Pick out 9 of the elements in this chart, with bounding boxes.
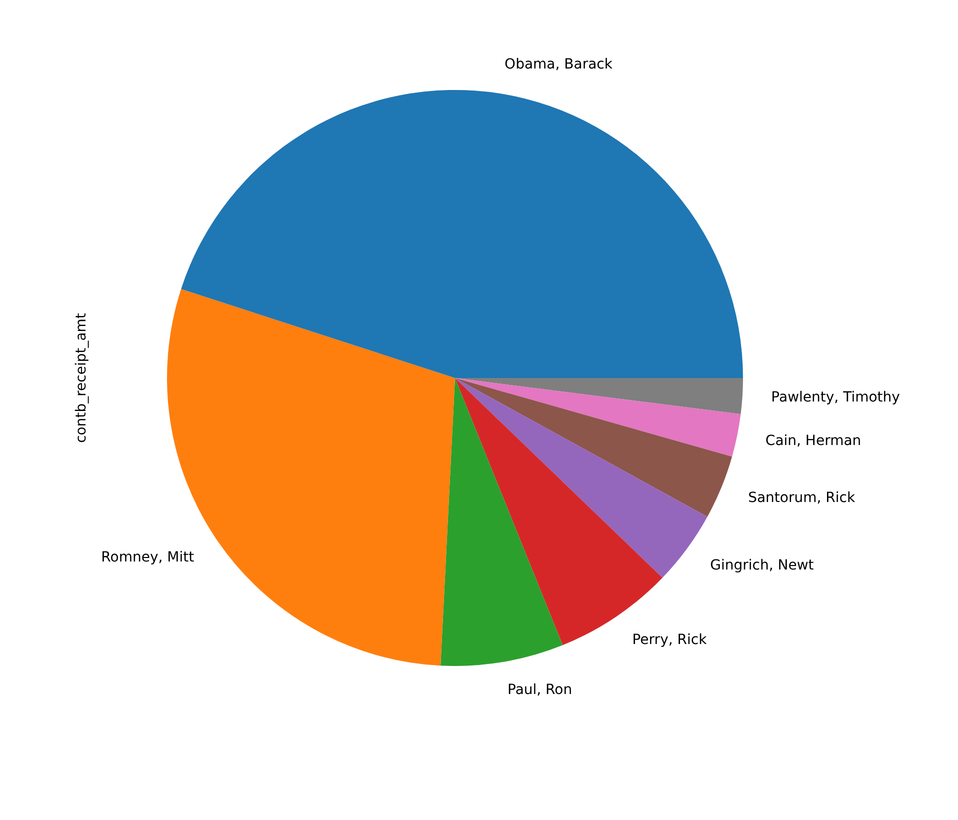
slice-label: Cain, Herman: [765, 432, 862, 449]
text: contb_receipt_amt: [74, 312, 90, 443]
slice-label: Pawlenty, Timothy: [771, 390, 900, 406]
slice-label: Santorum, Rick: [748, 490, 856, 506]
slice-label: Obama, Barack: [504, 56, 614, 73]
slice-label: Gingrich, Newt: [710, 557, 814, 574]
slice-label: Paul, Ron: [508, 682, 572, 698]
slice-label: Perry, Rick: [632, 632, 708, 648]
slice-label: Romney, Mitt: [101, 549, 195, 566]
